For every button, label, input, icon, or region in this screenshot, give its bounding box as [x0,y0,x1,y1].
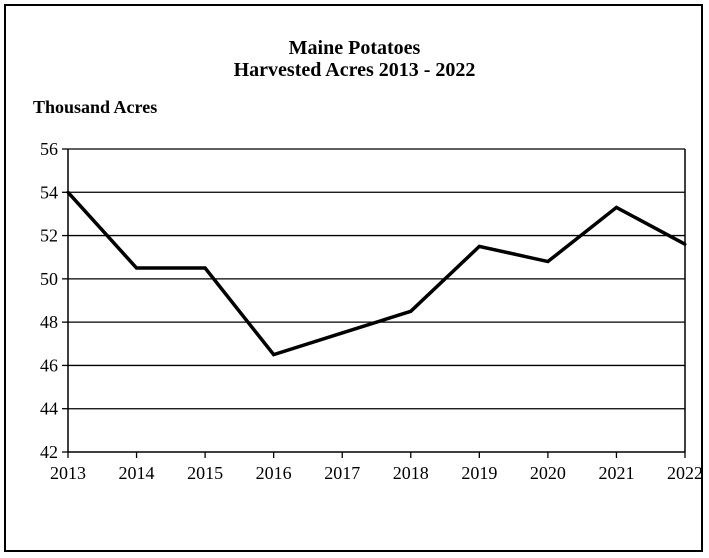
data-point [614,205,618,209]
data-point [272,353,276,357]
data-point [409,309,413,313]
y-tick-label: 48 [40,312,58,332]
y-tick-label: 54 [40,182,58,202]
chart-title: Maine Potatoes [288,37,421,59]
x-tick-label: 2021 [598,463,634,483]
x-tick-label: 2014 [119,463,155,483]
x-tick-label: 2017 [324,463,360,483]
y-tick-label: 50 [40,269,58,289]
data-point [135,266,139,270]
y-tick-label: 56 [40,139,58,159]
chart-subtitle: Harvested Acres 2013 - 2022 [233,59,476,81]
x-tick-label: 2013 [50,463,86,483]
data-point [683,242,687,246]
y-axis-label: Thousand Acres [33,97,158,117]
x-tick-label: 2020 [530,463,566,483]
data-point [546,260,550,264]
x-tick-label: 2018 [393,463,429,483]
data-point [477,244,481,248]
y-tick-label: 44 [40,399,58,419]
x-tick-label: 2019 [461,463,497,483]
data-point [340,331,344,335]
series-line [66,191,686,357]
data-point [203,266,207,270]
x-tick-label: 2016 [256,463,292,483]
x-tick-label: 2022 [667,463,703,483]
x-tick-label: 2015 [187,463,223,483]
data-point [66,190,70,194]
y-tick-label: 42 [40,442,58,462]
chart-frame [4,4,703,552]
y-tick-label: 46 [40,355,58,375]
y-tick-label: 52 [40,226,58,246]
